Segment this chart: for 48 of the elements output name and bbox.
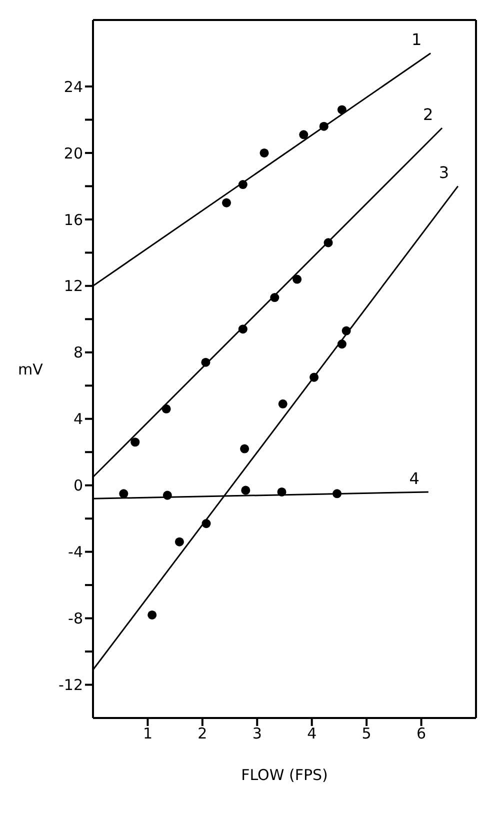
point (270, 293, 280, 302)
x-tick-label: 3 (252, 724, 262, 743)
point (292, 274, 302, 284)
series-label: 2 (422, 105, 434, 124)
x-tick-label: 2 (198, 724, 208, 743)
point (337, 105, 346, 114)
y-axis-title: mV (18, 360, 44, 378)
x-tick-label: 5 (362, 724, 372, 743)
series-label: 3 (438, 163, 450, 182)
x-axis-title: FLOW (FPS) (241, 766, 328, 784)
point (240, 444, 250, 454)
y-tick-label: 0 (73, 476, 83, 495)
y-tick-label: 8 (73, 344, 83, 362)
point (332, 489, 342, 498)
y-tick-label: 20 (64, 144, 83, 162)
point (202, 519, 211, 528)
point (222, 198, 232, 208)
point (162, 404, 171, 414)
point (342, 326, 351, 336)
x-tick-label: 1 (142, 724, 152, 743)
point (174, 537, 184, 546)
point (260, 148, 269, 158)
x-tick-label: 6 (416, 724, 426, 743)
x-tick-label: 4 (307, 724, 317, 743)
point (324, 238, 333, 248)
point (148, 610, 157, 620)
point (241, 486, 250, 495)
y-tick-label: -12 (58, 676, 83, 694)
point (201, 358, 210, 367)
y-tick-label: 4 (73, 410, 83, 428)
point (238, 180, 248, 190)
point (162, 490, 172, 500)
y-tick-label: 16 (64, 210, 83, 229)
point (238, 324, 248, 334)
point (277, 487, 286, 496)
series-label: 4 (409, 468, 420, 488)
y-tick-label: -4 (68, 543, 83, 562)
point (310, 372, 319, 382)
point (299, 130, 308, 140)
point (319, 122, 328, 131)
point (337, 340, 346, 349)
y-tick-label: 12 (64, 277, 83, 296)
point (278, 399, 288, 408)
point (119, 489, 128, 498)
y-tick-label: 24 (64, 78, 83, 96)
y-tick-label: -8 (68, 610, 83, 628)
series-label: 1 (411, 30, 422, 50)
point (130, 438, 140, 447)
